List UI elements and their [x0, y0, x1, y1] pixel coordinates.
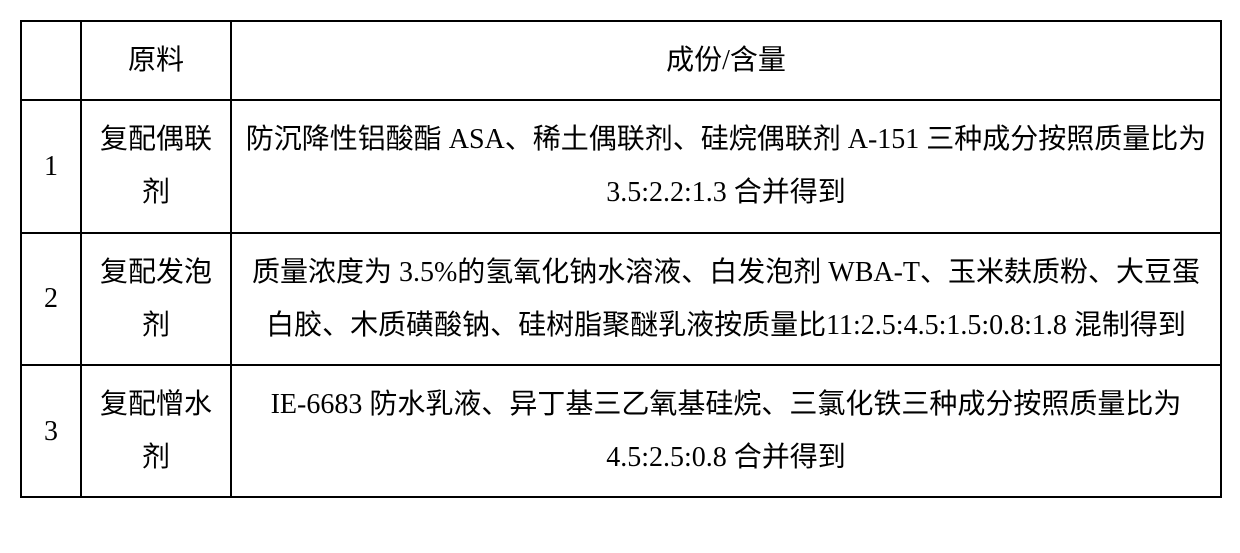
table-row: 3 复配憎水剂 IE-6683 防水乳液、异丁基三乙氧基硅烷、三氯化铁三种成分按… [21, 365, 1221, 497]
header-cell-material: 原料 [81, 21, 231, 100]
table-row: 1 复配偶联剂 防沉降性铝酸酯 ASA、稀土偶联剂、硅烷偶联剂 A-151 三种… [21, 100, 1221, 232]
row-material: 复配憎水剂 [81, 365, 231, 497]
row-content: 质量浓度为 3.5%的氢氧化钠水溶液、白发泡剂 WBA-T、玉米麸质粉、大豆蛋白… [231, 233, 1221, 365]
row-content: IE-6683 防水乳液、异丁基三乙氧基硅烷、三氯化铁三种成分按照质量比为 4.… [231, 365, 1221, 497]
row-content: 防沉降性铝酸酯 ASA、稀土偶联剂、硅烷偶联剂 A-151 三种成分按照质量比为… [231, 100, 1221, 232]
header-cell-content: 成份/含量 [231, 21, 1221, 100]
table-row: 2 复配发泡剂 质量浓度为 3.5%的氢氧化钠水溶液、白发泡剂 WBA-T、玉米… [21, 233, 1221, 365]
row-material: 复配发泡剂 [81, 233, 231, 365]
table-header-row: 原料 成份/含量 [21, 21, 1221, 100]
materials-table: 原料 成份/含量 1 复配偶联剂 防沉降性铝酸酯 ASA、稀土偶联剂、硅烷偶联剂… [20, 20, 1222, 498]
header-cell-num [21, 21, 81, 100]
row-material: 复配偶联剂 [81, 100, 231, 232]
row-num: 1 [21, 100, 81, 232]
row-num: 3 [21, 365, 81, 497]
row-num: 2 [21, 233, 81, 365]
